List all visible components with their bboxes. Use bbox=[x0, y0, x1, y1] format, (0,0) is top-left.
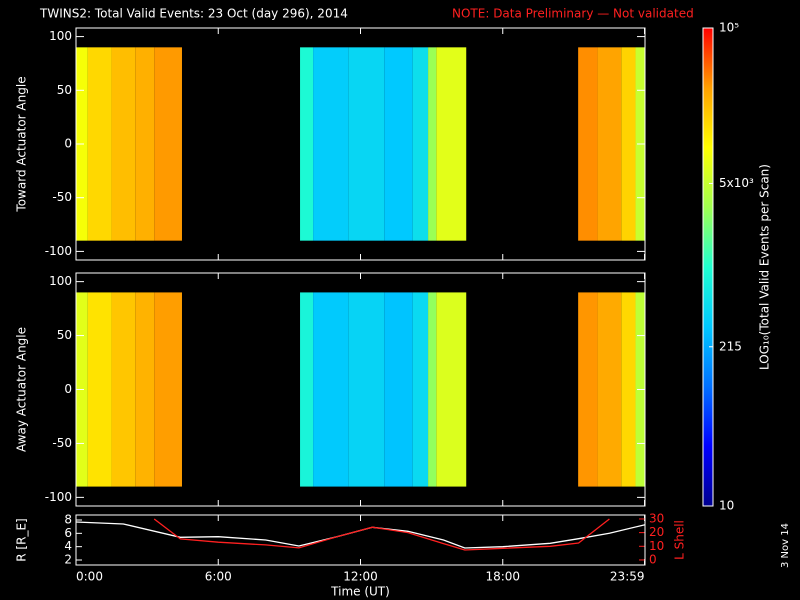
colorbar-tick-label: 215 bbox=[719, 339, 742, 353]
y-axis-label: R [R_E] bbox=[15, 518, 29, 561]
heatmap-cell bbox=[384, 47, 413, 241]
x-tick-label: 23:59 bbox=[610, 570, 645, 584]
x-tick-label: 18:00 bbox=[485, 570, 520, 584]
y-tick-label: 100 bbox=[49, 274, 72, 288]
heatmap-cell bbox=[135, 292, 155, 487]
x-tick-label: 0:00 bbox=[76, 570, 103, 584]
heatmap-cell bbox=[348, 47, 385, 241]
heatmap-cell bbox=[111, 292, 136, 487]
series-line bbox=[75, 521, 646, 549]
y2-tick-label: 0 bbox=[649, 552, 657, 566]
heatmap-cell bbox=[300, 292, 314, 487]
heatmap-cell bbox=[412, 47, 429, 241]
y-tick-label: 100 bbox=[49, 29, 72, 43]
y-tick-label: 0 bbox=[64, 382, 72, 396]
heatmap-cell bbox=[348, 292, 385, 487]
panel-frame bbox=[75, 27, 646, 261]
y-axis-label: Away Actuator Angle bbox=[15, 327, 29, 452]
y-axis-label: Toward Actuator Angle bbox=[15, 76, 29, 212]
heatmap-cell bbox=[384, 292, 413, 487]
heatmap-cell bbox=[87, 47, 112, 241]
heatmap-cell bbox=[135, 47, 155, 241]
heatmap-cell bbox=[436, 47, 467, 241]
y-tick-label: 2 bbox=[64, 553, 72, 567]
heatmap-cell bbox=[578, 47, 598, 241]
heatmap-cell bbox=[597, 47, 622, 241]
heatmap-cell bbox=[428, 292, 437, 487]
panel-frame bbox=[75, 272, 646, 507]
y-tick-label: 50 bbox=[57, 83, 72, 97]
heatmap-cell bbox=[436, 292, 467, 487]
note: NOTE: Data Preliminary — Not validated bbox=[452, 7, 694, 21]
x-axis-label: Time (UT) bbox=[330, 585, 390, 599]
heatmap-cell bbox=[428, 47, 437, 241]
y-tick-label: 6 bbox=[64, 526, 72, 540]
y-tick-label: -50 bbox=[52, 436, 72, 450]
y-tick-label: 4 bbox=[64, 539, 72, 553]
date-stamp: 3 Nov 14 bbox=[780, 523, 791, 568]
heatmap-cell bbox=[597, 292, 622, 487]
heatmap-cell bbox=[300, 47, 314, 241]
heatmap-cell bbox=[87, 292, 112, 487]
heatmap-cell bbox=[154, 47, 182, 241]
y2-tick-label: 20 bbox=[649, 525, 664, 539]
colorbar-tick-label: 10 bbox=[719, 499, 734, 513]
colorbar-tick-label: 5x10³ bbox=[719, 176, 754, 190]
panel-frame bbox=[75, 514, 646, 566]
heatmap-cell bbox=[313, 292, 349, 487]
heatmap-cell bbox=[111, 47, 136, 241]
y-tick-label: 0 bbox=[64, 137, 72, 151]
heatmap-cell bbox=[154, 292, 182, 487]
heatmap-cell bbox=[578, 292, 598, 487]
y-tick-label: -100 bbox=[45, 490, 72, 504]
y2-tick-label: 10 bbox=[649, 539, 664, 553]
x-tick-label: 6:00 bbox=[205, 570, 232, 584]
colorbar-label: LOG₁₀(Total Valid Events per Scan) bbox=[758, 164, 772, 370]
series-line bbox=[153, 518, 610, 551]
y-tick-label: 8 bbox=[64, 513, 72, 527]
colorbar-tick-label: 10⁵ bbox=[719, 21, 739, 35]
heatmap-cell bbox=[621, 292, 636, 487]
y-tick-label: 50 bbox=[57, 328, 72, 342]
colorbar bbox=[702, 27, 714, 507]
heatmap-cell bbox=[313, 47, 349, 241]
y-tick-label: -100 bbox=[45, 244, 72, 258]
heatmap-cell bbox=[621, 47, 636, 241]
y2-axis-label: L Shell bbox=[673, 520, 687, 560]
y2-tick-label: 30 bbox=[649, 511, 664, 525]
x-tick-label: 12:00 bbox=[343, 570, 378, 584]
heatmap-cell bbox=[412, 292, 429, 487]
y-tick-label: -50 bbox=[52, 190, 72, 204]
chart-title: TWINS2: Total Valid Events: 23 Oct (day … bbox=[39, 7, 348, 21]
